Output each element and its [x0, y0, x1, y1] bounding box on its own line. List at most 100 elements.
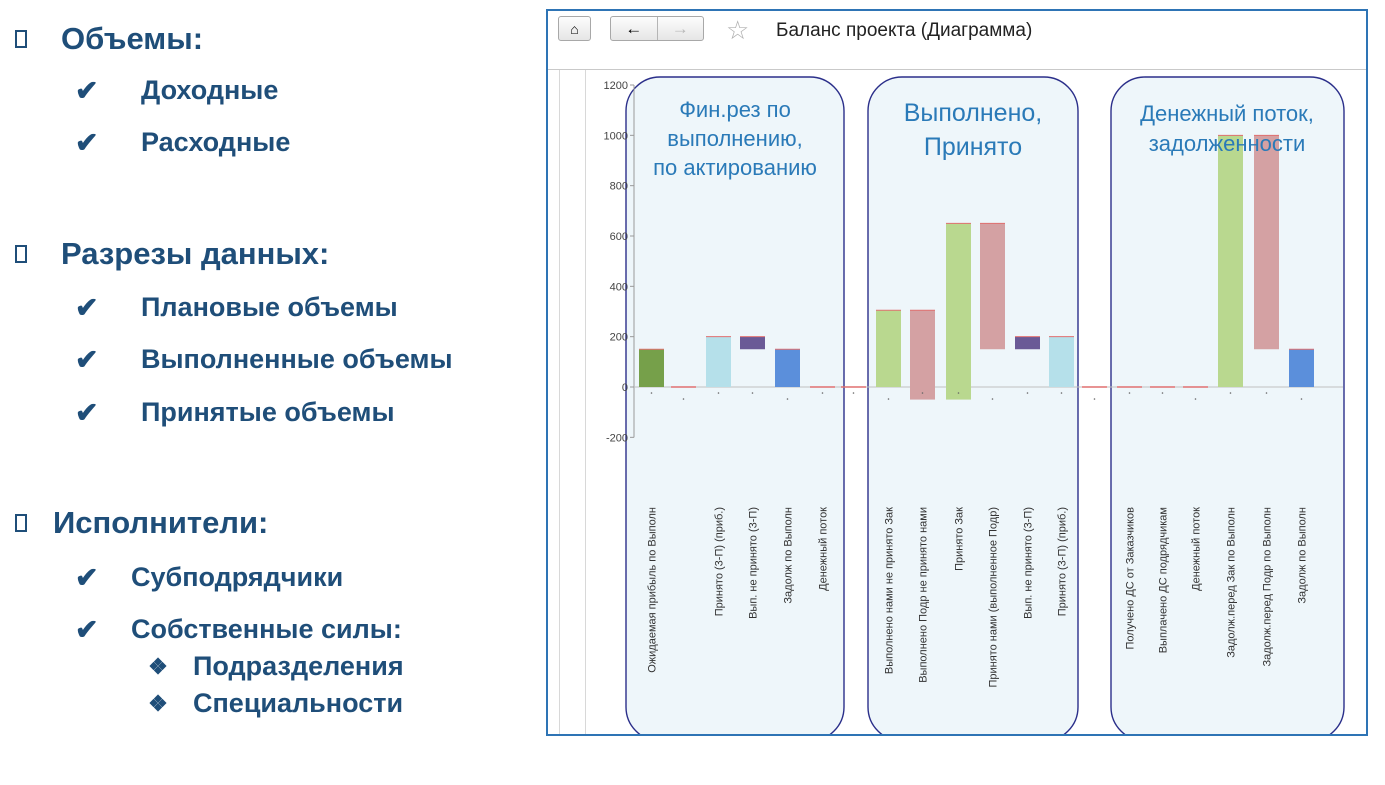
- category-label: Выполнено Подр не принято нами: [918, 507, 930, 683]
- x-tick-dot: [1026, 392, 1029, 394]
- x-tick-dot: [921, 392, 924, 394]
- forward-button[interactable]: →: [656, 17, 704, 40]
- category-label: Задолж.перед Зак по Выполн: [1226, 507, 1238, 658]
- category-label: Принято (3-П) (приб.): [1057, 507, 1069, 616]
- category-label: Принято Зак: [954, 507, 966, 571]
- x-tick-dot: [1229, 392, 1232, 394]
- annotation-panel: [867, 76, 1079, 734]
- balance-chart: 1200 1000 800 600 400 200 0 -200 Ожидаемая прибы…: [604, 76, 1345, 734]
- y-tick-label: 400: [610, 281, 628, 293]
- x-tick-dot: [991, 398, 994, 400]
- favorite-star-icon[interactable]: ☆: [726, 15, 750, 45]
- annotation-text: Принято: [924, 133, 1022, 161]
- bar: [1015, 336, 1040, 350]
- home-button[interactable]: ⌂: [558, 16, 591, 41]
- sub-item: ❖ Подразделения: [143, 651, 404, 682]
- annotation-text: задолженности: [1149, 131, 1306, 156]
- section-data-slices: Разрезы данных:: [15, 236, 329, 272]
- list-item-label: Принятые объемы: [141, 397, 395, 427]
- y-tick-label: 1000: [604, 130, 628, 142]
- x-tick-dot: [957, 392, 960, 394]
- square-bullet-icon: [15, 245, 27, 263]
- list-item: ✔ Выполненные объемы: [75, 343, 453, 376]
- bar: [740, 336, 765, 350]
- check-icon: ✔: [75, 397, 99, 428]
- x-tick-dot: [1265, 392, 1268, 394]
- bar: [1254, 135, 1279, 350]
- list-item-label: Субподрядчики: [131, 562, 344, 592]
- section-title: Разрезы данных:: [61, 236, 330, 271]
- y-tick-label: -200: [606, 432, 628, 444]
- x-tick-dot: [887, 398, 890, 400]
- bar: [775, 349, 800, 387]
- x-tick-dot: [1161, 392, 1164, 394]
- bar: [1082, 386, 1107, 388]
- list-item: ✔ Принятые объемы: [75, 396, 395, 429]
- panel-border-left: [559, 70, 560, 734]
- bar: [639, 349, 664, 387]
- bar: [980, 223, 1005, 350]
- check-icon: ✔: [75, 614, 99, 645]
- annotation-text: Фин.рез по: [679, 97, 791, 122]
- annotation-text: Денежный поток,: [1140, 101, 1314, 126]
- bar: [1218, 135, 1243, 387]
- list-item: ✔ Субподрядчики: [75, 561, 343, 594]
- list-item: ✔ Собственные силы:: [75, 613, 402, 646]
- check-icon: ✔: [75, 344, 99, 375]
- category-label: Вып. не принято (3-П): [1023, 507, 1035, 619]
- home-icon: ⌂: [570, 20, 579, 37]
- category-label: Задолж по Выполн: [1297, 507, 1309, 604]
- section-title: Объемы:: [61, 21, 204, 56]
- category-label: Выполнено нами не принято Зак: [884, 507, 896, 674]
- x-tick-dot: [717, 392, 720, 394]
- x-tick-dot: [682, 398, 685, 400]
- annotation-panel: [1110, 76, 1345, 734]
- bar: [1183, 386, 1208, 388]
- x-tick-dot: [650, 392, 653, 394]
- x-tick-dot: [1194, 398, 1197, 400]
- y-tick-label: 200: [610, 332, 628, 344]
- category-label: Вып. не принято (3-П): [748, 507, 760, 619]
- category-label: Ожидаемая прибыль по Выполн: [647, 507, 659, 673]
- bar: [1117, 386, 1142, 388]
- check-icon: ✔: [75, 75, 99, 106]
- annotation-text: выполнению,: [667, 126, 802, 151]
- check-icon: ✔: [75, 562, 99, 593]
- section-title: Исполнители:: [53, 505, 269, 540]
- category-label: Задолж по Выполн: [783, 507, 795, 604]
- y-tick-label: 800: [610, 181, 628, 193]
- window-toolbar: ⌂ ← → ☆ Баланс проекта (Диаграмма): [548, 11, 1366, 61]
- bar: [841, 386, 866, 388]
- y-tick-label: 1200: [604, 80, 628, 92]
- category-label: Получено ДС от Заказчиков: [1125, 507, 1137, 650]
- annotation-text: Выполнено,: [904, 99, 1043, 127]
- x-tick-dot: [852, 392, 855, 394]
- bar: [671, 386, 696, 388]
- x-tick-dot: [1093, 398, 1096, 400]
- chart-window: ⌂ ← → ☆ Баланс проекта (Диаграмма) 1200 1…: [546, 9, 1368, 736]
- bar: [810, 386, 835, 388]
- sub-item-label: Специальности: [193, 688, 404, 718]
- navigation-buttons: ← →: [610, 16, 704, 41]
- bar: [946, 223, 971, 400]
- list-item-label: Расходные: [141, 127, 291, 157]
- sub-item-label: Подразделения: [193, 651, 404, 681]
- annotation-panel: [625, 76, 845, 734]
- slide-text: Объемы: ✔ Доходные ✔ Расходные Разрезы д…: [0, 0, 520, 785]
- list-item-label: Выполненные объемы: [141, 344, 453, 374]
- list-item-label: Собственные силы:: [131, 614, 402, 644]
- list-item: ✔ Плановые объемы: [75, 291, 398, 324]
- annotation-text: по актированию: [653, 155, 817, 180]
- toolbar-divider: [548, 69, 1366, 70]
- x-tick-dot: [1060, 392, 1063, 394]
- y-tick-label: 600: [610, 231, 628, 243]
- list-item: ✔ Доходные: [75, 74, 278, 107]
- back-button[interactable]: ←: [611, 17, 657, 40]
- diamond-bullet-icon: ❖: [148, 653, 168, 679]
- x-tick-dot: [751, 392, 754, 394]
- section-volumes: Объемы:: [15, 21, 203, 57]
- category-label: Задолж.перед Подр по Выполн: [1262, 507, 1274, 667]
- list-item: ✔ Расходные: [75, 126, 290, 159]
- check-icon: ✔: [75, 127, 99, 158]
- bar: [706, 336, 731, 387]
